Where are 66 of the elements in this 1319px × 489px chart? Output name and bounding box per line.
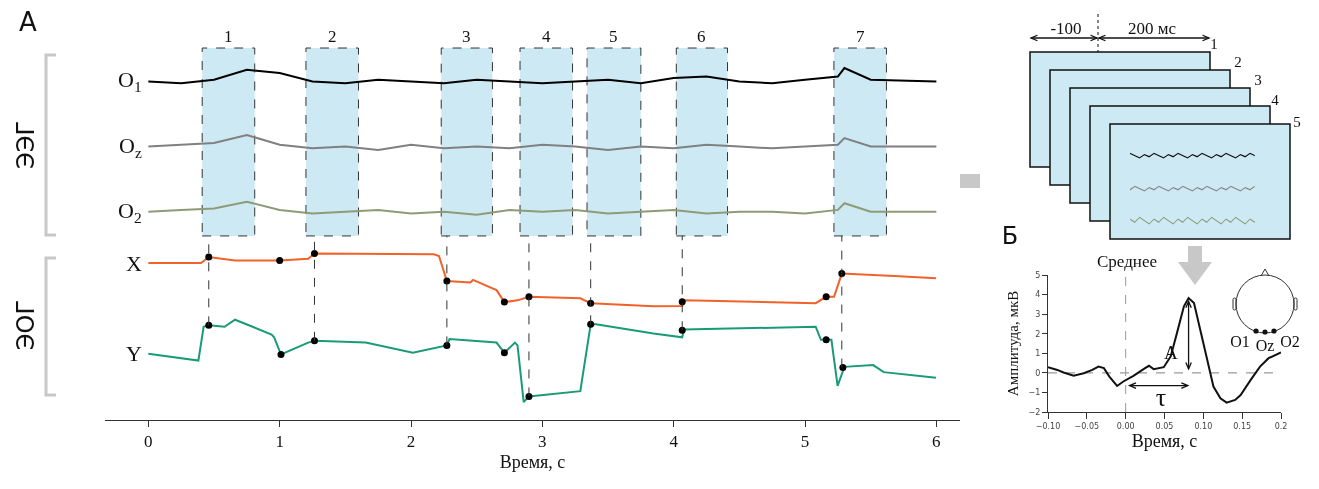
- text: ЭЭГ: [12, 120, 40, 170]
- point: [678, 326, 686, 334]
- band-label: 1: [224, 27, 233, 46]
- x-axis-title: Время, с: [499, 451, 566, 472]
- x-tick-label: 0.15: [1233, 421, 1252, 431]
- series-label: O$_{2}$: [118, 198, 142, 226]
- x-tick-label: 4: [669, 432, 679, 452]
- text: 2: [1234, 53, 1242, 71]
- text: 3: [1254, 71, 1262, 89]
- point: [822, 293, 830, 301]
- y-tick-label: 2: [1035, 329, 1041, 339]
- x-axis-title: Время, с: [1131, 430, 1198, 451]
- series-label: Y: [126, 341, 142, 366]
- y-tick-label: 0: [1035, 368, 1041, 378]
- x-tick-label: −0.10: [1035, 421, 1061, 431]
- text: 1: [1210, 35, 1218, 53]
- point: [500, 298, 508, 306]
- point: [310, 250, 318, 258]
- x-tick-label: 1: [275, 432, 284, 452]
- series-label: O$_{z}$: [119, 133, 142, 161]
- text: Б: [1001, 222, 1019, 250]
- text: А: [19, 7, 37, 37]
- band-label: 3: [462, 27, 471, 46]
- text: 200 мс: [1127, 19, 1177, 39]
- y-tick-label: −2: [1028, 407, 1041, 417]
- point: [822, 336, 830, 344]
- x-tick-label: 0.00: [1116, 421, 1135, 431]
- y-tick-label: −1: [1028, 388, 1041, 398]
- annotation: τ: [1155, 383, 1167, 413]
- text: Среднее: [1097, 252, 1157, 272]
- band-label: 7: [856, 27, 865, 46]
- y-tick-label: 3: [1035, 309, 1041, 319]
- y-tick-label: 4: [1035, 290, 1041, 300]
- point: [277, 351, 285, 359]
- band-label: 5: [609, 27, 618, 46]
- band-label: 2: [328, 27, 337, 46]
- point: [587, 320, 595, 328]
- text: -100: [1050, 19, 1082, 39]
- band-label: 4: [542, 27, 551, 46]
- y-tick-label: 1: [1035, 349, 1041, 359]
- x-tick-label: 0.05: [1155, 421, 1174, 431]
- y-tick-label: 5: [1035, 270, 1041, 280]
- series-label: X: [126, 251, 142, 276]
- x-tick-label: −0.05: [1074, 421, 1100, 431]
- x-tick-label: 5: [800, 432, 810, 452]
- point: [678, 298, 686, 306]
- annotation: O2: [1280, 333, 1300, 351]
- series-label: O$_{1}$: [118, 67, 142, 95]
- point: [500, 349, 508, 357]
- annotation: Oz: [1255, 337, 1275, 355]
- x-tick-label: 0.2: [1274, 421, 1288, 431]
- x-tick-label: 0.10: [1194, 421, 1213, 431]
- x-tick-label: 0: [144, 432, 153, 452]
- annotation: O1: [1230, 333, 1250, 351]
- point: [205, 253, 213, 261]
- line-series: [1048, 297, 1281, 404]
- y-axis-title: Амплитуда, мкВ: [1004, 290, 1021, 397]
- x-tick-label: 2: [406, 432, 416, 452]
- text: 5: [1293, 113, 1301, 131]
- point: [276, 257, 284, 265]
- text: 4: [1271, 91, 1279, 109]
- text: ЭОГ: [12, 299, 40, 351]
- point: [205, 321, 213, 329]
- x-tick-label: 3: [538, 432, 547, 452]
- band-label: 6: [697, 27, 706, 46]
- x-tick-label: 6: [932, 432, 941, 452]
